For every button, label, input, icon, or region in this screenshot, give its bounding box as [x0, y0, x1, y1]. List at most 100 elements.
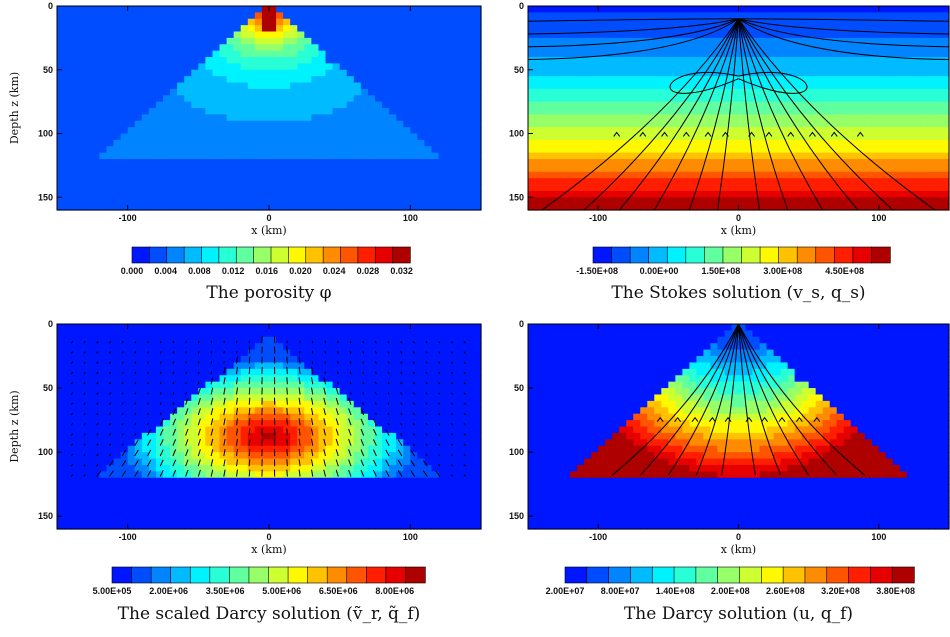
heatmap-cell — [254, 146, 263, 154]
heatmap-cell — [360, 63, 369, 71]
heatmap-cell — [184, 25, 192, 33]
heatmap-cell — [212, 178, 221, 186]
heatmap-cell — [92, 6, 100, 13]
heatmap-cell — [738, 44, 747, 52]
heatmap-cell — [459, 152, 468, 160]
heatmap-cell — [396, 203, 404, 211]
heatmap-cell — [556, 31, 564, 39]
heatmap-cell — [191, 356, 199, 364]
heatmap-cell — [773, 127, 782, 135]
colorbar-cell — [166, 246, 185, 264]
heatmap-cell — [375, 63, 383, 71]
heatmap-cell — [92, 400, 100, 408]
heatmap-cell — [99, 127, 108, 135]
heatmap-cell — [71, 407, 79, 415]
heatmap-cell — [247, 127, 256, 135]
heatmap-cell — [198, 439, 206, 447]
heatmap-cell — [219, 146, 228, 154]
heatmap-cell — [78, 471, 86, 479]
heatmap-cell — [584, 31, 592, 39]
heatmap-cell — [261, 139, 270, 147]
heatmap-cell — [219, 120, 228, 128]
heatmap-cell — [452, 12, 461, 20]
heatmap-cell — [198, 184, 206, 192]
heatmap-cell — [808, 203, 817, 211]
heatmap-cell — [219, 362, 228, 370]
heatmap-cell — [570, 76, 578, 84]
heatmap-cell — [78, 477, 86, 485]
heatmap-cell — [276, 362, 284, 370]
heatmap-cell — [766, 6, 775, 13]
heatmap-cell — [134, 349, 143, 357]
heatmap-cell — [598, 6, 606, 13]
heatmap-cell — [269, 336, 277, 344]
heatmap-cell — [899, 37, 908, 45]
heatmap-cell — [717, 197, 726, 205]
heatmap-cell — [794, 37, 803, 45]
heatmap-cell — [696, 108, 705, 115]
heatmap-cell — [191, 171, 199, 179]
heatmap-cell — [689, 190, 697, 198]
heatmap-cell — [205, 426, 214, 434]
heatmap-cell — [141, 400, 150, 408]
heatmap-cell — [417, 178, 426, 186]
heatmap-cell — [360, 18, 369, 26]
heatmap-cell — [85, 420, 93, 428]
heatmap-cell — [332, 120, 341, 128]
heatmap-cell — [85, 400, 93, 408]
heatmap-cell — [941, 159, 950, 166]
heatmap-cell — [205, 139, 214, 147]
heatmap-cell — [198, 522, 206, 530]
heatmap-cell — [438, 57, 447, 64]
heatmap-cell — [829, 69, 838, 77]
heatmap-cell — [233, 324, 242, 332]
colorbar-cell — [288, 246, 307, 264]
heatmap-cell — [759, 50, 768, 58]
heatmap-cell — [906, 18, 915, 26]
heatmap-cell — [247, 190, 256, 198]
heatmap-cell — [127, 12, 136, 20]
heatmap-cell — [647, 37, 655, 45]
heatmap-cell — [64, 108, 72, 115]
heatmap-cell — [703, 127, 712, 135]
heatmap-cell — [473, 57, 482, 64]
heatmap-cell — [106, 324, 115, 332]
heatmap-cell — [212, 108, 221, 115]
heatmap-cell — [563, 178, 571, 186]
heatmap-cell — [240, 120, 249, 128]
heatmap-cell — [113, 37, 122, 45]
heatmap-cell — [822, 25, 831, 33]
heatmap-cell — [703, 25, 712, 33]
heatmap-cell — [92, 336, 100, 344]
heatmap-cell — [675, 203, 683, 211]
heatmap-cell — [106, 452, 115, 460]
heatmap-cell — [570, 95, 578, 103]
heatmap-cell — [205, 6, 214, 13]
heatmap-cell — [254, 178, 263, 186]
heatmap-cell — [57, 368, 65, 376]
heatmap-cell — [542, 120, 550, 128]
heatmap-cell — [612, 63, 620, 71]
heatmap-cell — [346, 6, 355, 13]
heatmap-cell — [445, 95, 454, 103]
heatmap-cell — [212, 458, 221, 466]
heatmap-cell — [78, 343, 86, 351]
heatmap-cell — [177, 426, 185, 434]
heatmap-cell — [191, 139, 199, 147]
heatmap-cell — [191, 330, 199, 338]
heatmap-cell — [822, 178, 831, 186]
heatmap-cell — [528, 184, 536, 192]
heatmap-cell — [205, 343, 214, 351]
heatmap-cell — [438, 69, 447, 77]
heatmap-cell — [113, 152, 122, 160]
heatmap-cell — [829, 133, 838, 141]
heatmap-cell — [934, 146, 943, 154]
heatmap-cell — [191, 101, 199, 109]
heatmap-cell — [466, 69, 475, 77]
heatmap-cell — [205, 349, 214, 357]
heatmap-cell — [311, 6, 320, 13]
heatmap-cells — [57, 6, 482, 211]
heatmap-cell — [325, 18, 334, 26]
streamline-arrow — [748, 131, 755, 137]
heatmap-cell — [71, 69, 79, 77]
